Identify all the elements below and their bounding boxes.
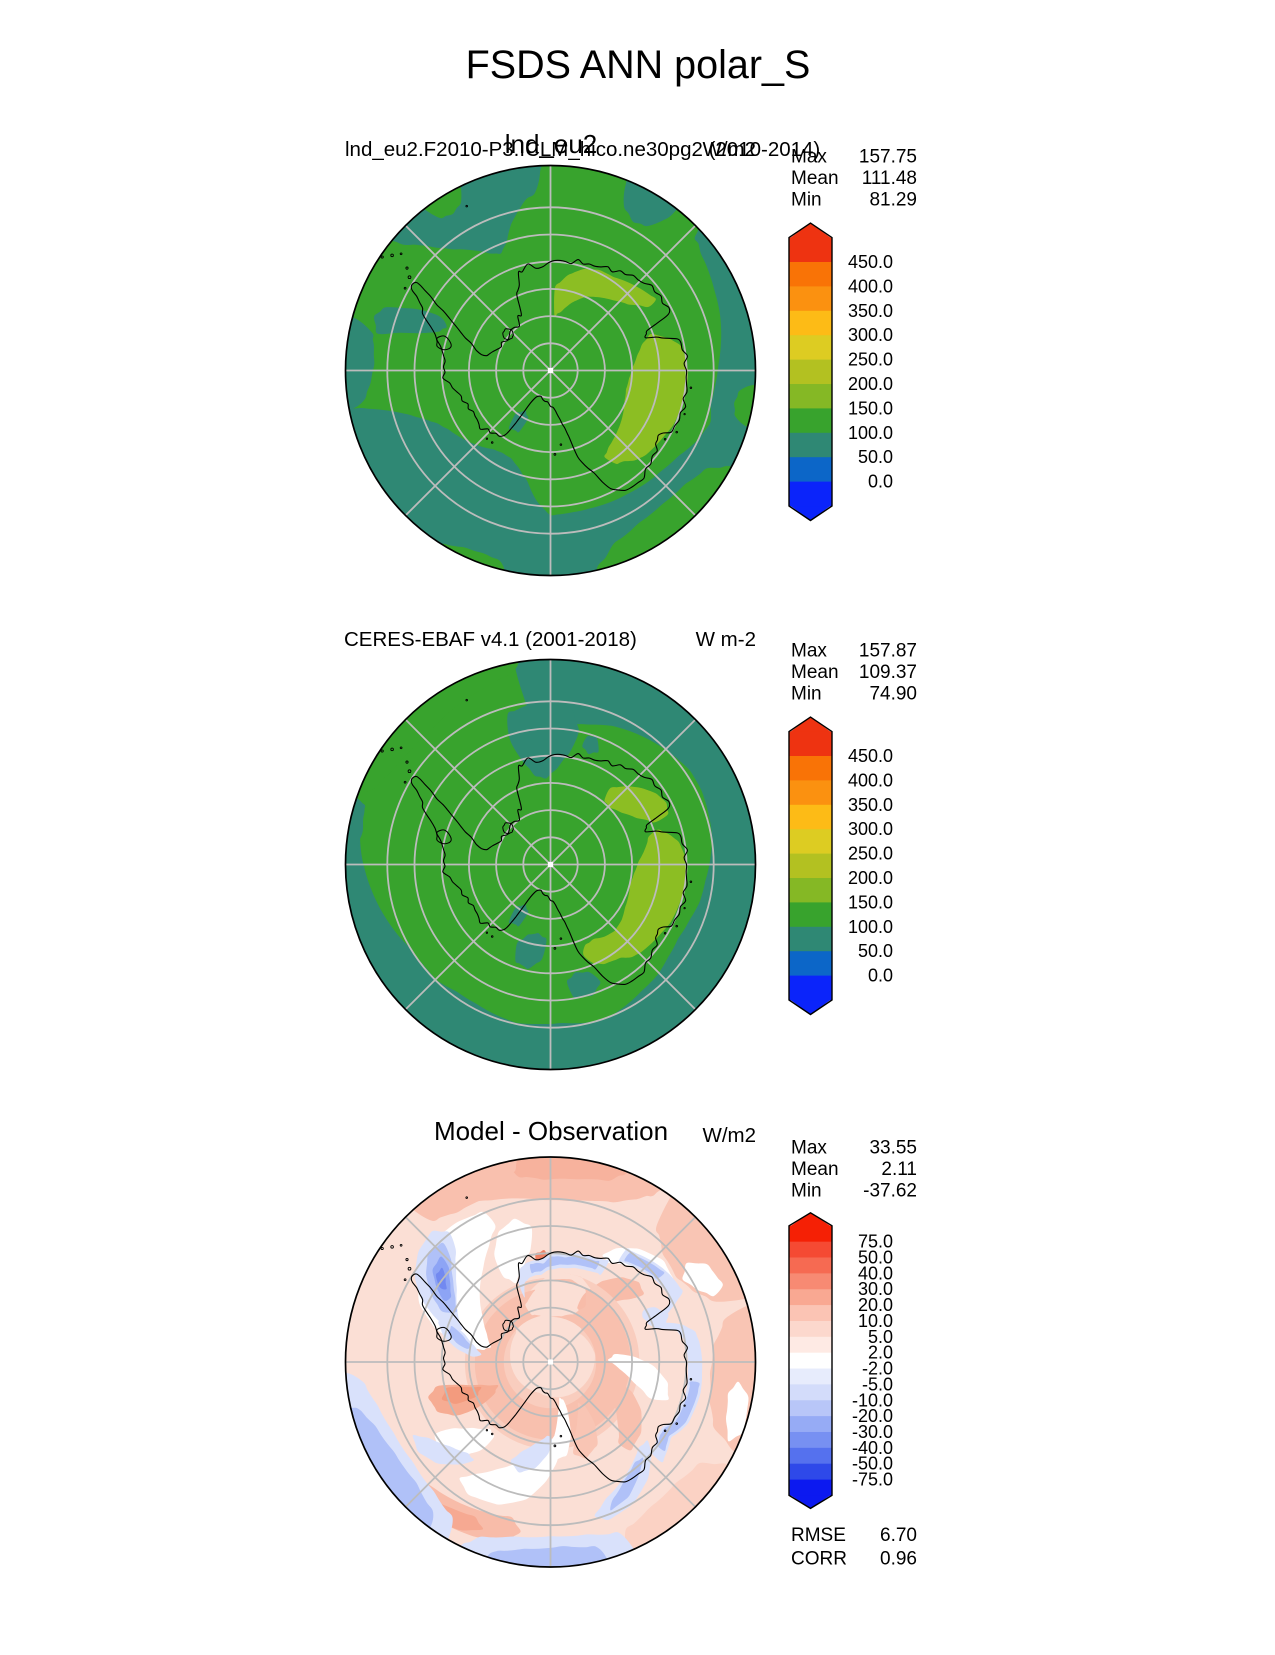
- svg-text:157.87: 157.87: [859, 641, 917, 662]
- svg-text:Mean: Mean: [791, 1159, 839, 1180]
- svg-text:-30.0: -30.0: [852, 1422, 893, 1442]
- svg-text:50.0: 50.0: [858, 447, 893, 467]
- svg-text:5.0: 5.0: [868, 1327, 893, 1347]
- svg-text:200.0: 200.0: [848, 374, 893, 394]
- svg-text:400.0: 400.0: [848, 276, 893, 296]
- svg-text:-37.62: -37.62: [863, 1181, 917, 1202]
- svg-text:CORR: CORR: [791, 1549, 847, 1570]
- svg-text:150.0: 150.0: [848, 398, 893, 418]
- svg-text:250.0: 250.0: [848, 350, 893, 370]
- svg-text:20.0: 20.0: [858, 1295, 893, 1315]
- svg-text:450.0: 450.0: [848, 252, 893, 272]
- svg-text:lnd_eu2: lnd_eu2: [505, 129, 598, 159]
- svg-text:74.90: 74.90: [869, 684, 917, 705]
- svg-text:FSDS ANN polar_S: FSDS ANN polar_S: [466, 43, 811, 87]
- svg-text:Min: Min: [791, 190, 822, 211]
- svg-text:Max: Max: [791, 1138, 827, 1159]
- svg-text:-2.0: -2.0: [862, 1359, 893, 1379]
- svg-text:Model - Observation: Model - Observation: [434, 1116, 668, 1146]
- svg-text:100.0: 100.0: [848, 423, 893, 443]
- svg-text:CERES-EBAF v4.1 (2001-2018): CERES-EBAF v4.1 (2001-2018): [344, 628, 637, 651]
- svg-text:10.0: 10.0: [858, 1311, 893, 1331]
- svg-text:2.0: 2.0: [868, 1343, 893, 1363]
- svg-text:100.0: 100.0: [848, 917, 893, 937]
- svg-text:Max: Max: [791, 147, 827, 168]
- svg-text:0.0: 0.0: [868, 966, 893, 986]
- svg-text:-50.0: -50.0: [852, 1454, 893, 1474]
- svg-text:-40.0: -40.0: [852, 1438, 893, 1458]
- svg-text:-75.0: -75.0: [852, 1470, 893, 1490]
- svg-text:lnd_eu2.F2010-P3.ICLM_hico.ne3: lnd_eu2.F2010-P3.ICLM_hico.ne30pg2 (2010…: [345, 138, 820, 161]
- svg-text:75.0: 75.0: [858, 1232, 893, 1252]
- svg-text:350.0: 350.0: [848, 795, 893, 815]
- svg-text:300.0: 300.0: [848, 819, 893, 839]
- svg-text:50.0: 50.0: [858, 1248, 893, 1268]
- svg-text:Min: Min: [791, 684, 822, 705]
- svg-text:30.0: 30.0: [858, 1279, 893, 1299]
- svg-text:450.0: 450.0: [848, 746, 893, 766]
- svg-text:-20.0: -20.0: [852, 1406, 893, 1426]
- svg-text:Mean: Mean: [791, 168, 839, 189]
- svg-text:6.70: 6.70: [880, 1525, 917, 1546]
- svg-text:W/m2: W/m2: [702, 1124, 756, 1147]
- svg-text:33.55: 33.55: [869, 1138, 917, 1159]
- svg-text:Min: Min: [791, 1181, 822, 1202]
- svg-text:350.0: 350.0: [848, 301, 893, 321]
- svg-text:2.11: 2.11: [881, 1159, 917, 1180]
- svg-text:0.0: 0.0: [868, 472, 893, 492]
- svg-text:250.0: 250.0: [848, 844, 893, 864]
- svg-text:Max: Max: [791, 641, 827, 662]
- svg-text:0.96: 0.96: [880, 1549, 917, 1570]
- svg-text:50.0: 50.0: [858, 941, 893, 961]
- svg-text:W m-2: W m-2: [696, 628, 756, 651]
- svg-text:Mean: Mean: [791, 662, 839, 683]
- svg-text:400.0: 400.0: [848, 770, 893, 790]
- svg-text:W/m2: W/m2: [702, 138, 756, 161]
- svg-text:200.0: 200.0: [848, 868, 893, 888]
- svg-text:-10.0: -10.0: [852, 1390, 893, 1410]
- svg-text:157.75: 157.75: [859, 147, 917, 168]
- svg-text:81.29: 81.29: [869, 190, 917, 211]
- svg-text:111.48: 111.48: [862, 168, 917, 189]
- svg-text:-5.0: -5.0: [862, 1374, 893, 1394]
- svg-text:109.37: 109.37: [859, 662, 917, 683]
- svg-text:300.0: 300.0: [848, 325, 893, 345]
- svg-text:150.0: 150.0: [848, 892, 893, 912]
- svg-text:RMSE: RMSE: [791, 1525, 846, 1546]
- svg-text:40.0: 40.0: [858, 1263, 893, 1283]
